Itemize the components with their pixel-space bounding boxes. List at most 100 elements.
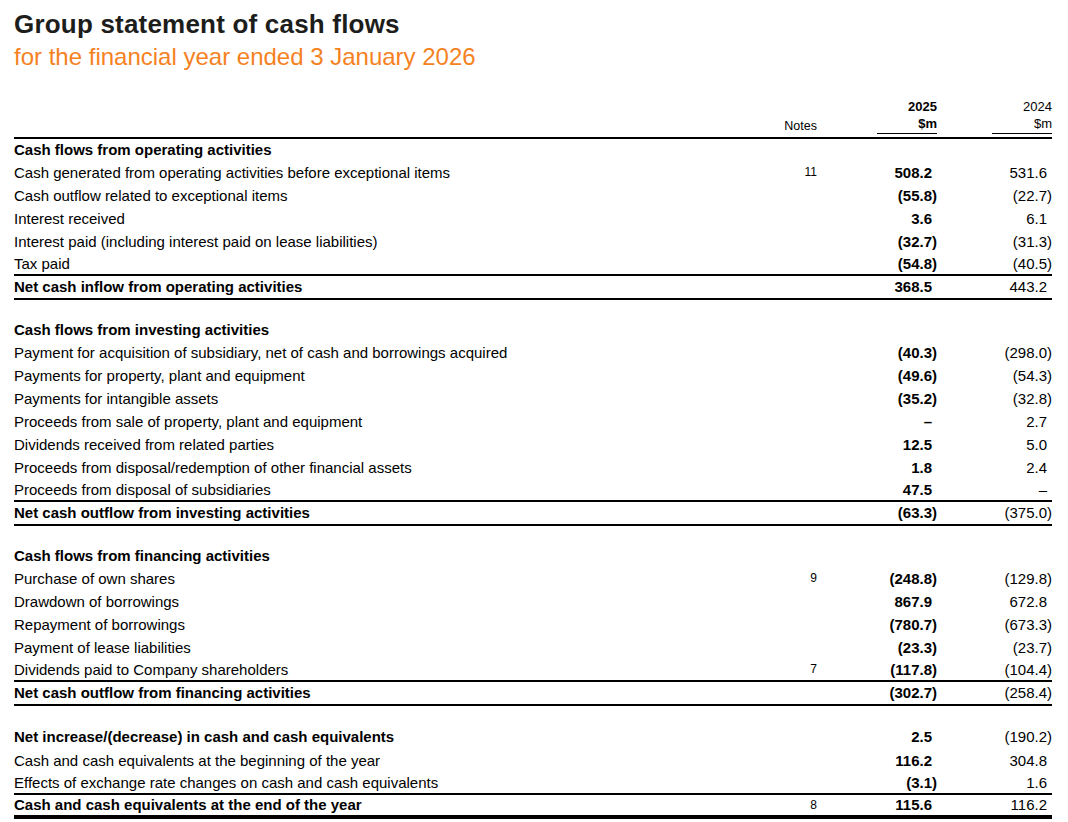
value-2025: (54.8) <box>817 255 937 272</box>
row-label: Cash and cash equivalents at the end of … <box>14 796 762 813</box>
row-label: Cash and cash equivalents at the beginni… <box>14 752 762 769</box>
row-label: Net increase/(decrease) in cash and cash… <box>14 728 762 745</box>
page-subtitle: for the financial year ended 3 January 2… <box>14 43 1052 71</box>
value-2024: (31.3) <box>937 233 1052 250</box>
row-label: Proceeds from sale of property, plant an… <box>14 413 762 430</box>
row-label: Dividends paid to Company shareholders <box>14 661 762 678</box>
table-row: Drawdown of borrowings867.9672.8 <box>14 590 1052 613</box>
table-row: Cash and cash equivalents at the beginni… <box>14 749 1052 772</box>
table-body: Cash flows from operating activities Cash… <box>14 139 1052 819</box>
table-row: Tax paid (54.8)(40.5) <box>14 253 1052 276</box>
value-2024: (673.3) <box>937 616 1052 633</box>
value-2025: 115.6 <box>817 796 937 813</box>
document-page: Group statement of cash flows for the fi… <box>0 0 1068 819</box>
row-label: Dividends received from related parties <box>14 436 762 453</box>
section-header-row: Cash flows from operating activities <box>14 139 1052 161</box>
row-label: Effects of exchange rate changes on cash… <box>14 774 762 791</box>
value-2024: – <box>937 481 1052 498</box>
table-row: Payment of lease liabilities(23.3)(23.7) <box>14 636 1052 659</box>
cash-flow-table: Notes 2025 $m 2024 $m Cash flows from op… <box>14 99 1052 819</box>
value-2025: (248.8) <box>817 570 937 587</box>
section-title: Cash flows from operating activities <box>14 141 762 158</box>
row-label: Repayment of borrowings <box>14 616 762 633</box>
row-label: Payment for acquisition of subsidiary, n… <box>14 344 762 361</box>
table-row: Interest received3.66.1 <box>14 207 1052 230</box>
value-2025: (302.7) <box>817 684 937 701</box>
section-gap <box>14 706 1052 725</box>
section-header-row: Cash flows from investing activities <box>14 319 1052 341</box>
value-2024: (258.4) <box>937 684 1052 701</box>
row-label: Cash generated from operating activities… <box>14 164 762 181</box>
table-row: Repayment of borrowings(780.7)(673.3) <box>14 613 1052 636</box>
row-label: Payments for property, plant and equipme… <box>14 367 762 384</box>
value-2025: 116.2 <box>817 752 937 769</box>
section-header-row: Cash flows from financing activities <box>14 545 1052 567</box>
page-title: Group statement of cash flows <box>14 10 1052 40</box>
table-row: Cash outflow related to exceptional item… <box>14 184 1052 207</box>
value-2025: (49.6) <box>817 367 937 384</box>
value-2025: (3.1) <box>817 774 937 791</box>
table-row: Purchase of own shares9(248.8)(129.8) <box>14 567 1052 590</box>
note-ref: 7 <box>762 662 817 676</box>
row-label: Purchase of own shares <box>14 570 762 587</box>
table-row: Cash and cash equivalents at the end of … <box>14 795 1052 819</box>
column-unit-2025: $m <box>877 116 937 134</box>
value-2025: – <box>817 413 937 430</box>
row-label: Tax paid <box>14 255 762 272</box>
table-row: Payments for property, plant and equipme… <box>14 364 1052 387</box>
table-row: Net cash outflow from financing activiti… <box>14 682 1052 706</box>
row-label: Drawdown of borrowings <box>14 593 762 610</box>
section-gap <box>14 300 1052 319</box>
row-label: Proceeds from disposal/redemption of oth… <box>14 459 762 476</box>
row-label: Payments for intangible assets <box>14 390 762 407</box>
value-2024: (23.7) <box>937 639 1052 656</box>
table-row: Payment for acquisition of subsidiary, n… <box>14 341 1052 364</box>
table-row: Payments for intangible assets (35.2)(32.… <box>14 387 1052 410</box>
table-row: Effects of exchange rate changes on cash… <box>14 772 1052 795</box>
value-2024: 531.6 <box>937 164 1052 181</box>
column-year-2024: 2024 <box>937 99 1052 115</box>
note-ref: 11 <box>762 165 817 179</box>
table-row: Net cash inflow from operating activitie… <box>14 276 1052 300</box>
value-2025: 368.5 <box>817 278 937 295</box>
value-2025: (32.7) <box>817 233 937 250</box>
value-2024: 2.7 <box>937 413 1052 430</box>
column-header-notes: Notes <box>762 119 817 134</box>
value-2025: (63.3) <box>817 504 937 521</box>
table-row: Net increase/(decrease) in cash and cash… <box>14 725 1052 749</box>
value-2024: (54.3) <box>937 367 1052 384</box>
note-ref: 9 <box>762 571 817 585</box>
value-2025: 2.5 <box>817 728 937 745</box>
value-2024: 6.1 <box>937 210 1052 227</box>
value-2025: 47.5 <box>817 481 937 498</box>
value-2024: (32.8) <box>937 390 1052 407</box>
value-2024: 2.4 <box>937 459 1052 476</box>
value-2025: (117.8) <box>817 661 937 678</box>
row-label: Net cash outflow from financing activiti… <box>14 684 762 701</box>
value-2024: (40.5) <box>937 255 1052 272</box>
column-year-2025: 2025 <box>817 99 937 115</box>
value-2025: (55.8) <box>817 187 937 204</box>
value-2025: 508.2 <box>817 164 937 181</box>
value-2024: (298.0) <box>937 344 1052 361</box>
section-title: Cash flows from investing activities <box>14 321 762 338</box>
row-label: Net cash outflow from investing activiti… <box>14 504 762 521</box>
value-2025: 867.9 <box>817 593 937 610</box>
table-row: Proceeds from disposal/redemption of oth… <box>14 456 1052 479</box>
value-2024: 443.2 <box>937 278 1052 295</box>
column-header-2025: 2025 $m <box>817 99 937 134</box>
table-row: Dividends paid to Company shareholders7(… <box>14 659 1052 682</box>
value-2024: 1.6 <box>937 774 1052 791</box>
value-2025: 1.8 <box>817 459 937 476</box>
row-label: Interest paid (including interest paid o… <box>14 233 762 250</box>
table-row: Cash generated from operating activities… <box>14 161 1052 184</box>
value-2025: (35.2) <box>817 390 937 407</box>
value-2024: 304.8 <box>937 752 1052 769</box>
section-title: Cash flows from financing activities <box>14 547 762 564</box>
column-header-2024: 2024 $m <box>937 99 1052 134</box>
value-2024: 116.2 <box>937 796 1052 813</box>
value-2025: 3.6 <box>817 210 937 227</box>
value-2024: 5.0 <box>937 436 1052 453</box>
value-2024: (375.0) <box>937 504 1052 521</box>
row-label: Cash outflow related to exceptional item… <box>14 187 762 204</box>
